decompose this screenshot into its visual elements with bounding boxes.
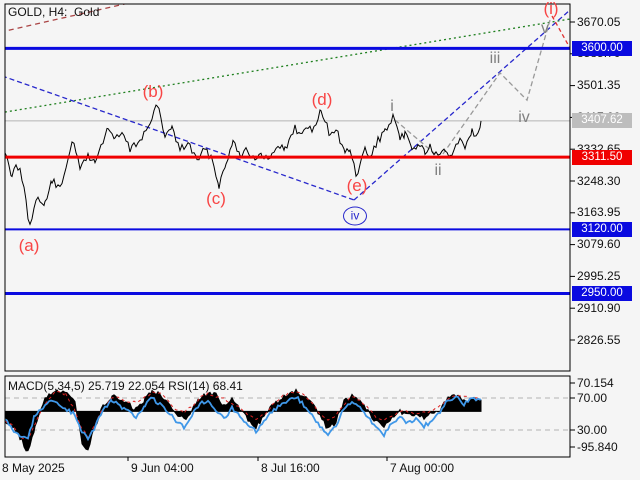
price-axis-label: 3163.95 bbox=[577, 205, 621, 220]
macd-indicator-label: MACD(5,34,5) 25.719 22.054 RSI(14) 68.41 bbox=[8, 379, 243, 393]
wave-label-circled: iv bbox=[343, 206, 367, 226]
indicator-axis-label: 30.00 bbox=[577, 422, 608, 437]
indicator-axis-label: 70.154 bbox=[577, 375, 614, 390]
price-axis-label: 2995.25 bbox=[577, 268, 621, 283]
wave-label: i bbox=[390, 98, 394, 115]
price-level-badge: 3407.62 bbox=[572, 113, 632, 129]
price-axis-label: 3079.60 bbox=[577, 237, 621, 252]
price-level-badge: 3120.00 bbox=[572, 221, 632, 237]
price-axis-label: 2910.90 bbox=[577, 300, 621, 315]
wave-label: v bbox=[541, 20, 549, 37]
wave-label: (e) bbox=[346, 176, 368, 195]
wave-label: (b) bbox=[142, 82, 164, 101]
price-axis-label: 3501.35 bbox=[577, 78, 621, 93]
wave-label: (i) bbox=[543, 0, 559, 18]
wave-label: ii bbox=[434, 162, 442, 179]
price-axis-label: 3670.05 bbox=[577, 14, 621, 29]
price-level-badge: 3311.50 bbox=[572, 149, 632, 165]
chart-title: GOLD, H4: Gold bbox=[8, 5, 100, 19]
wave-label: (d) bbox=[311, 90, 333, 109]
wave-label: (c) bbox=[206, 189, 226, 208]
price-axis-label: 2826.55 bbox=[577, 332, 621, 347]
wave-label: iv bbox=[518, 109, 530, 126]
indicator-axis-label: 70.00 bbox=[577, 390, 608, 405]
wave-label: (a) bbox=[18, 236, 40, 255]
wave-label: iii bbox=[489, 50, 501, 67]
time-axis-label: 9 Jun 04:00 bbox=[131, 461, 194, 475]
price-level-badge: 2950.00 bbox=[572, 286, 632, 301]
time-axis-label: 8 May 2025 bbox=[2, 461, 65, 475]
time-axis-label: 8 Jul 16:00 bbox=[261, 461, 320, 475]
time-axis-label: 7 Aug 00:00 bbox=[390, 461, 455, 475]
price-level-badge: 3600.00 bbox=[572, 40, 632, 56]
price-axis-label: 3248.30 bbox=[577, 173, 621, 188]
indicator-axis-label: -95.840 bbox=[577, 439, 618, 454]
